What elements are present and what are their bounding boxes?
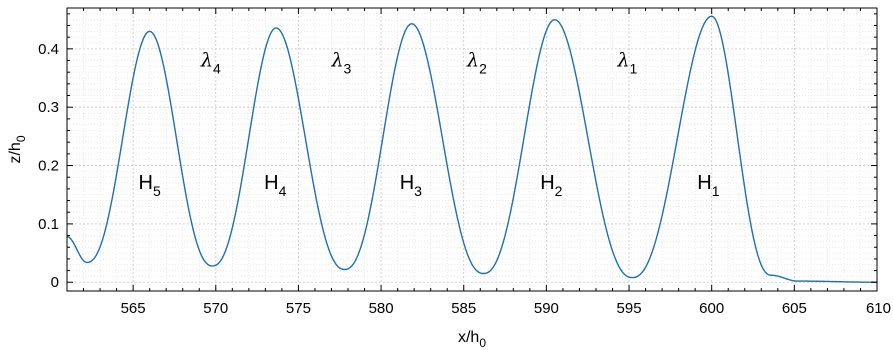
wave-height-label: H1 bbox=[697, 172, 719, 199]
y-tick-label: 0.2 bbox=[38, 158, 59, 175]
x-tick-label: 610 bbox=[866, 300, 891, 317]
wave-height-label: H4 bbox=[264, 172, 286, 199]
x-tick-label: 605 bbox=[782, 300, 807, 317]
y-tick-label: 0.4 bbox=[38, 41, 59, 58]
x-tick-label: 565 bbox=[121, 300, 146, 317]
annotation-layer: H5 H4 H3 H2 H1 λ4 λ3 λ2 λ1 bbox=[139, 49, 720, 199]
wavelength-label: λ1 bbox=[616, 49, 637, 76]
y-tick-label: 0.1 bbox=[38, 216, 59, 233]
wave-height-label: H3 bbox=[400, 172, 422, 199]
x-tick-label: 580 bbox=[369, 300, 394, 317]
wave-height-label: H2 bbox=[540, 172, 562, 199]
series-line bbox=[66, 15, 877, 283]
x-tick-label: 590 bbox=[534, 300, 559, 317]
axis-ticks bbox=[66, 8, 878, 291]
major-grid bbox=[67, 8, 878, 291]
y-tick-label: 0 bbox=[51, 274, 59, 291]
y-tick-label: 0.3 bbox=[38, 99, 59, 116]
wavelength-label: λ4 bbox=[200, 49, 221, 76]
x-axis-label: x/h0 bbox=[458, 329, 486, 350]
x-tick-label: 600 bbox=[699, 300, 724, 317]
y-axis-label-base: z/h bbox=[7, 142, 24, 163]
wavelength-label: λ3 bbox=[330, 49, 351, 76]
plot-frame bbox=[66, 7, 878, 292]
y-tick-labels: 0 0.1 0.2 0.3 0.4 bbox=[38, 41, 59, 291]
minor-grid bbox=[66, 8, 877, 291]
x-tick-label: 595 bbox=[617, 300, 642, 317]
wave-height-label: H5 bbox=[139, 172, 161, 199]
wavelength-label: λ2 bbox=[466, 49, 487, 76]
y-axis-label: z/h0 bbox=[7, 135, 28, 163]
y-axis-label-sub: 0 bbox=[14, 135, 28, 142]
x-axis-label-sub: 0 bbox=[479, 336, 486, 350]
x-tick-label: 570 bbox=[203, 300, 228, 317]
x-tick-label: 585 bbox=[451, 300, 476, 317]
x-tick-labels: 565 570 575 580 585 590 595 600 605 610 bbox=[121, 300, 891, 317]
x-tick-label: 575 bbox=[286, 300, 311, 317]
series-layer bbox=[66, 15, 877, 283]
x-axis-label-base: x/h bbox=[458, 329, 479, 346]
